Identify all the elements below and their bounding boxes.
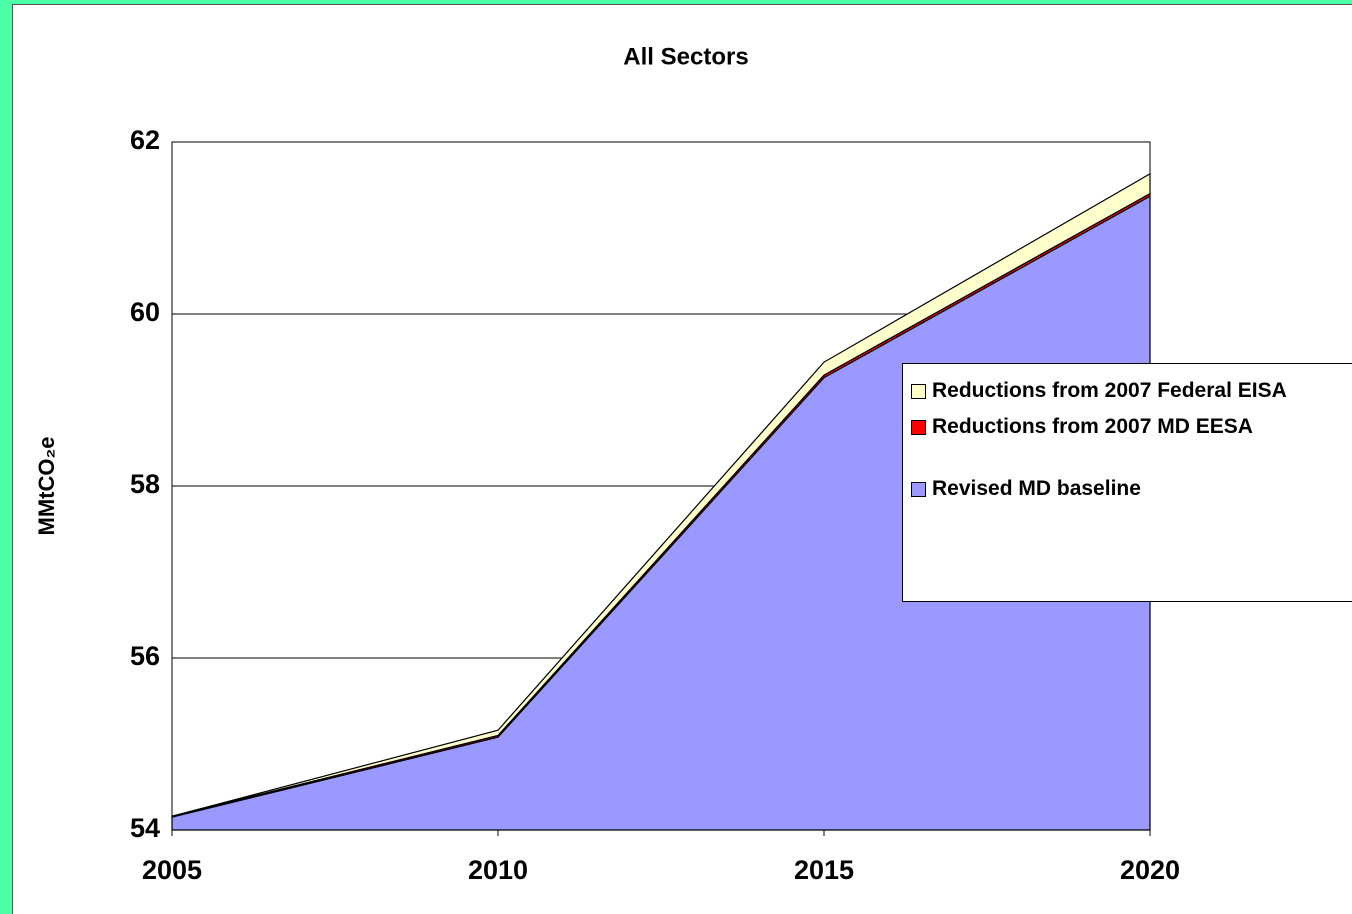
legend-swatch [911, 384, 926, 399]
x-tick-label: 2005 [142, 855, 202, 885]
legend-item: Reductions from 2007 MD EESA [911, 414, 1351, 440]
y-tick-label: 56 [130, 641, 160, 671]
legend-swatch [911, 420, 926, 435]
legend-item: Revised MD baseline [911, 476, 1351, 502]
legend-label: Revised MD baseline [932, 477, 1141, 500]
y-axis-label: MMtCO₂e [34, 437, 59, 536]
chart-title: All Sectors [623, 43, 748, 70]
legend-label: Reductions from 2007 MD EESA [932, 415, 1253, 438]
legend-item: Reductions from 2007 Federal EISA [911, 378, 1351, 404]
legend-swatch [911, 482, 926, 497]
legend: Reductions from 2007 Federal EISA Reducti… [902, 363, 1352, 602]
x-tick-label: 2015 [794, 855, 854, 885]
legend-label: Reductions from 2007 Federal EISA [932, 379, 1287, 402]
y-tick-label: 60 [130, 297, 160, 327]
x-tick-label: 2010 [468, 855, 528, 885]
y-tick-label: 62 [130, 125, 160, 155]
x-tick-label: 2020 [1120, 855, 1180, 885]
y-tick-label: 58 [130, 469, 160, 499]
y-tick-label: 54 [130, 813, 160, 843]
